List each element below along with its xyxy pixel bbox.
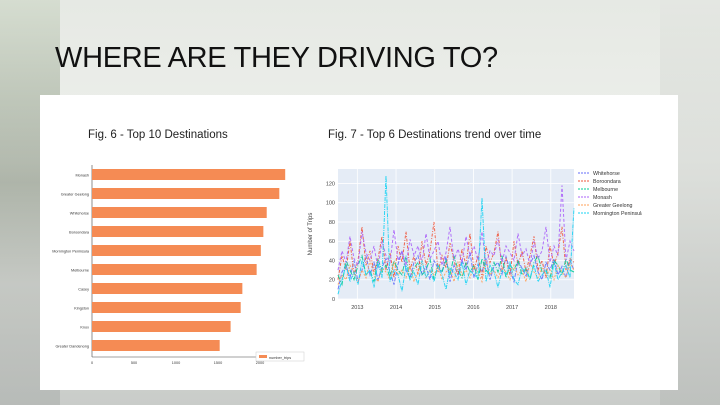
- fig7-title: Fig. 7 - Top 6 Destinations trend over t…: [328, 129, 542, 141]
- line-x-tick-label: 2018: [545, 305, 557, 311]
- slide-title: WHERE ARE THEY DRIVING TO?: [55, 42, 498, 74]
- bar-category-label: Melbourne: [71, 269, 89, 273]
- bar-kingston: [92, 302, 241, 313]
- bar-whitehorse: [92, 207, 267, 218]
- bar-category-label: Monash: [75, 174, 89, 178]
- bar-x-tick-label: 1500: [214, 361, 222, 365]
- bar-category-label: Knox: [80, 326, 89, 330]
- line-legend-label: Mornington Peninsula: [593, 211, 642, 217]
- charts-panel: Fig. 6 - Top 10 Destinations Fig. 7 - To…: [40, 95, 678, 390]
- line-y-tick-label: 40: [329, 258, 335, 264]
- bar-chart: Monash Greater Geelong Whitehorse Boroondar…: [52, 165, 305, 365]
- bar-melbourne: [92, 264, 257, 275]
- bar-x-tick-label: 500: [131, 361, 137, 365]
- line-series-boroondara: [337, 221, 575, 280]
- bar-legend-swatch: [259, 355, 267, 358]
- bar-x-tick-label: 0: [91, 361, 93, 365]
- bar-monash: [92, 169, 286, 180]
- line-x-tick-label: 2017: [506, 305, 518, 311]
- line-series-greater-geelong: [337, 258, 575, 285]
- bar-category-label: Casey: [78, 288, 89, 292]
- line-legend-label: Boroondara: [593, 179, 621, 185]
- line-plot-area: [338, 169, 574, 299]
- line-series-mornington-peninsula: [337, 175, 575, 295]
- bar-legend-box: [255, 351, 305, 362]
- line-x-tick-label: 2016: [467, 305, 479, 311]
- line-y-tick-label: 60: [329, 239, 335, 245]
- line-legend-label: Whitehorse: [593, 171, 620, 177]
- bar-greater-geelong: [92, 188, 280, 199]
- bar-casey: [92, 283, 243, 294]
- bar-category-label: Whitehorse: [70, 212, 89, 216]
- bar-mornington-peninsula: [92, 245, 261, 256]
- bar-category-label: Kingston: [74, 307, 89, 311]
- line-series-melbourne: [337, 254, 575, 287]
- line-x-tick-label: 2015: [429, 305, 441, 311]
- line-y-tick-label: 80: [329, 220, 335, 226]
- line-x-tick-label: 2013: [351, 305, 363, 311]
- line-legend-label: Monash: [593, 195, 612, 201]
- line-y-label: Number of Trips: [308, 213, 314, 256]
- bar-x-tick-label: 1000: [172, 361, 180, 365]
- bar-boroondara: [92, 226, 264, 237]
- bar-category-label: Greater Dandenong: [55, 345, 89, 349]
- line-x-tick-label: 2014: [390, 305, 402, 311]
- bar-legend: number_trips: [255, 351, 305, 362]
- line-legend: Whitehorse Boroondara Melbourne Monash Great…: [578, 171, 642, 217]
- bar-x-tick-label: 2000: [256, 361, 264, 365]
- line-y-tick-label: 0: [332, 297, 335, 303]
- line-y-tick-label: 100: [326, 201, 335, 207]
- bar-knox: [92, 321, 231, 332]
- line-legend-label: Greater Geelong: [593, 203, 633, 209]
- line-y-tick-label: 20: [329, 278, 335, 284]
- bar-greater-dandenong: [92, 340, 220, 351]
- bar-category-label: Mornington Peninsula: [52, 250, 90, 254]
- bar-category-label: Greater Geelong: [61, 193, 89, 197]
- line-legend-label: Melbourne: [593, 187, 618, 193]
- bar-legend-label: number_trips: [269, 356, 291, 360]
- line-y-tick-label: 120: [326, 181, 335, 187]
- fig6-title: Fig. 6 - Top 10 Destinations: [88, 129, 228, 141]
- bar-category-label: Boroondara: [69, 231, 90, 235]
